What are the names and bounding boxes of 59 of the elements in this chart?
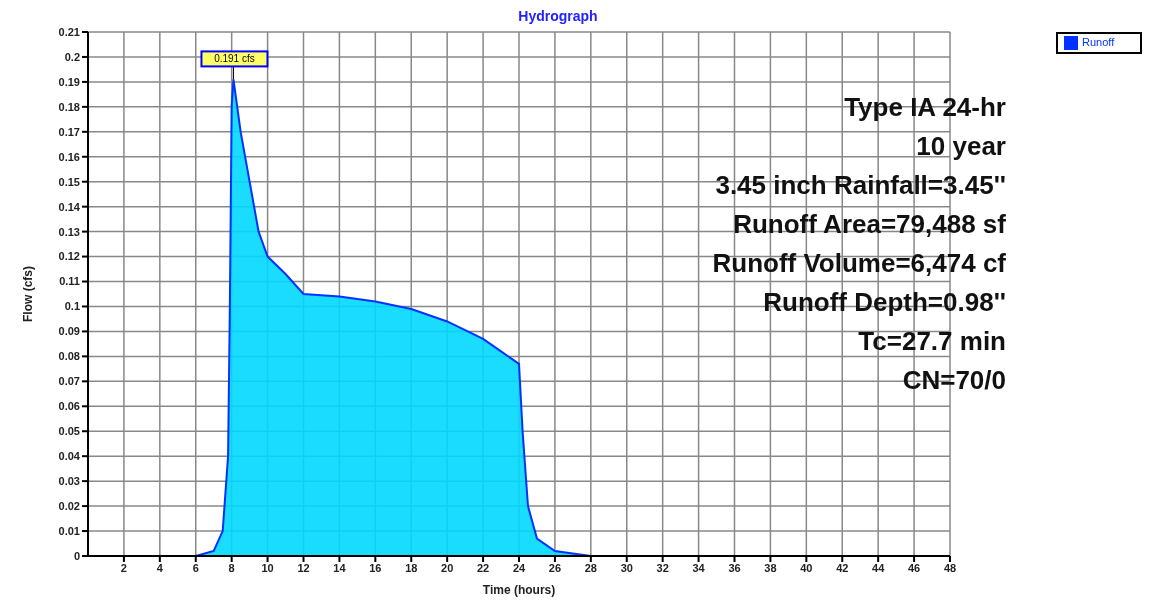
y-tick-label: 0.17 [58,125,80,138]
x-tick-label: 8 [228,561,235,574]
annotation: Runoff Depth=0.98'' [762,286,1006,319]
y-tick-label: 0.06 [58,400,80,413]
x-tick-label: 12 [297,561,310,574]
y-tick-label: 0.19 [58,75,80,88]
y-tick-label: 0.16 [58,150,80,163]
y-tick-label: 0.09 [58,325,80,338]
annotation: 3.45 inch Rainfall=3.45'' [714,169,1006,202]
x-tick-label: 34 [692,561,706,574]
x-tick-label: 20 [441,561,454,574]
x-tick-label: 10 [261,561,274,574]
annotation: Runoff Volume=6,474 cf [712,247,1006,280]
y-axis-title: Flow (cfs) [21,266,36,322]
x-tick-label: 24 [512,561,526,574]
y-tick-label: 0.12 [58,250,80,263]
y-tick-label: 0.15 [58,175,80,188]
y-tick-label: 0.14 [58,200,81,213]
y-tick-label: 0.01 [58,524,80,537]
x-tick-label: 2 [120,561,127,574]
y-tick-label: 0.11 [59,275,80,288]
y-tick-label: 0.18 [58,100,80,113]
x-tick-label: 26 [548,561,562,574]
y-tick-label: 0.08 [58,350,80,363]
x-tick-label: 28 [584,561,597,574]
y-tick-label: 0.1 [64,300,80,313]
x-tick-label: 44 [872,561,886,574]
x-tick-label: 40 [800,561,813,574]
legend-label: Runoff [1082,36,1115,48]
x-tick-label: 42 [836,561,849,574]
annotation: Type IA 24-hr [843,91,1006,124]
x-tick-label: 36 [728,561,741,574]
y-tick-label: 0.04 [58,450,81,463]
x-tick-label: 4 [156,561,164,574]
x-tick-label: 18 [405,561,418,574]
y-tick-label: 0.07 [58,375,80,388]
y-tick-label: 0.03 [58,475,80,488]
x-tick-label: 16 [369,561,382,574]
chart-title: Hydrograph [517,8,599,24]
x-tick-label: 46 [907,561,921,574]
y-tick-label: 0 [73,549,80,562]
x-tick-label: 6 [192,561,199,574]
y-tick-label: 0.05 [58,425,80,438]
x-tick-label: 22 [476,561,490,574]
annotation: 10 year [915,130,1006,163]
y-tick-label: 0.02 [58,500,80,512]
y-tick-label: 0.13 [58,225,80,238]
annotation: 0.191 cfs [214,53,255,65]
x-tick-label: 14 [333,561,347,574]
annotation: CN=70/0 [901,364,1006,397]
x-tick-label: 32 [656,561,669,574]
x-axis-title: Time (hours) [482,583,556,597]
annotation: Tc=27.7 min [857,325,1006,358]
annotation: Runoff Area=79,488 sf [732,208,1006,241]
y-tick-label: 0.21 [58,25,80,38]
x-tick-label: 48 [943,561,957,574]
y-tick-label: 0.2 [64,50,80,63]
x-tick-label: 38 [764,561,777,574]
x-tick-label: 30 [620,561,633,574]
